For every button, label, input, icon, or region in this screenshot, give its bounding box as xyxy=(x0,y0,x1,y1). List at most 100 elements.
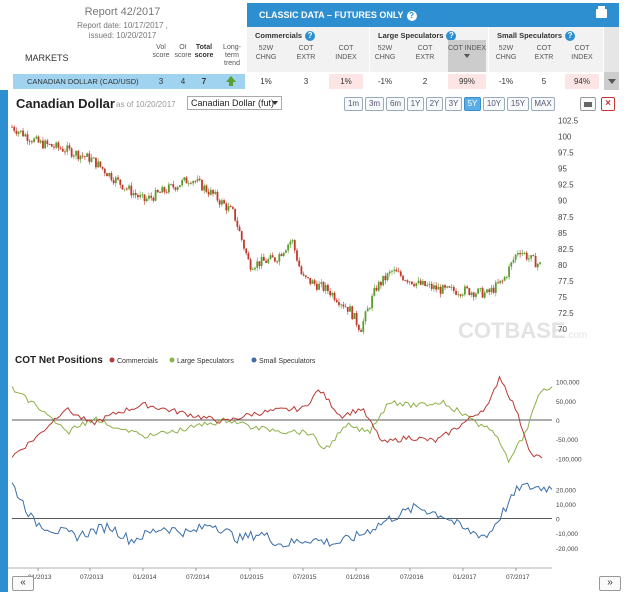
price-candle xyxy=(486,289,488,293)
price-candle xyxy=(256,261,259,268)
markets-label: MARKETS xyxy=(25,53,69,63)
range-button-3y[interactable]: 3Y xyxy=(445,97,462,111)
sort-cot-index-active[interactable]: COT INDEX xyxy=(448,40,486,72)
price-candle xyxy=(368,308,371,309)
price-candle xyxy=(203,185,206,191)
group-title: Large Speculators? xyxy=(378,31,457,42)
sort-cot-extr[interactable]: COT EXTR xyxy=(415,45,435,61)
price-candle xyxy=(229,206,232,208)
price-candle xyxy=(172,184,175,188)
left-accent-bar xyxy=(0,90,8,592)
range-button-2y[interactable]: 2Y xyxy=(426,97,443,111)
close-button[interactable]: × xyxy=(601,97,615,111)
cot-chart: -100,000 -50,000 0 50,000 100,000 xyxy=(11,375,582,464)
price-candle xyxy=(97,161,100,168)
contract-select[interactable]: Canadian Dollar (fut) xyxy=(187,96,282,110)
price-candle xyxy=(194,181,197,182)
price-candle xyxy=(148,195,150,199)
print-chart-button[interactable] xyxy=(580,97,596,111)
price-candle xyxy=(362,321,365,332)
report-header: Report 42/2017 Report date: 10/17/2017 ,… xyxy=(0,0,245,72)
sort-cot-extr[interactable]: COT EXTR xyxy=(534,45,554,61)
price-candle xyxy=(103,168,106,174)
price-candle xyxy=(254,267,256,270)
price-candle xyxy=(386,273,389,281)
large-speculators-line xyxy=(11,386,553,464)
range-button-10y[interactable]: 10Y xyxy=(483,97,505,111)
price-candle xyxy=(459,294,462,296)
price-y-tick: 80 xyxy=(558,261,567,270)
price-candle xyxy=(88,153,91,162)
price-candle xyxy=(125,188,128,190)
price-candle xyxy=(530,255,533,259)
help-icon[interactable]: ? xyxy=(565,31,576,42)
sort-52w-chng[interactable]: 52W CHNG xyxy=(374,45,396,61)
price-candle xyxy=(422,281,424,285)
nav-prev-button[interactable]: « xyxy=(12,576,34,591)
market-name[interactable]: CANADIAN DOLLAR (CAD/USD) xyxy=(27,77,139,86)
sort-52w-chng[interactable]: 52W CHNG xyxy=(495,45,517,61)
price-candle xyxy=(22,130,24,137)
price-candle xyxy=(528,258,530,260)
sort-desc-icon xyxy=(464,54,470,58)
sort-cot-index[interactable]: COT INDEX xyxy=(571,45,593,61)
help-icon[interactable]: ? xyxy=(446,31,457,42)
range-button-max[interactable]: MAX xyxy=(531,97,555,111)
price-candle xyxy=(101,166,104,169)
price-candle xyxy=(145,198,148,202)
range-button-1m[interactable]: 1m xyxy=(344,97,363,111)
range-button-15y[interactable]: 15Y xyxy=(507,97,529,111)
price-candle xyxy=(117,177,119,180)
table-row[interactable]: CANADIAN DOLLAR (CAD/USD) xyxy=(13,74,245,89)
price-candle xyxy=(287,244,290,251)
price-candle xyxy=(245,248,248,254)
price-candle xyxy=(267,259,270,263)
price-y-tick: 92.5 xyxy=(558,181,574,190)
price-candle xyxy=(134,193,137,196)
as-of-date: as of 10/20/2017 xyxy=(116,100,176,109)
price-candle xyxy=(154,190,157,201)
price-candle xyxy=(501,280,504,282)
price-candle xyxy=(415,282,418,287)
price-candle xyxy=(331,292,334,296)
price-candle xyxy=(90,157,93,162)
price-y-tick: 100 xyxy=(558,132,572,141)
range-button-5y[interactable]: 5Y xyxy=(464,97,481,111)
small-y-tick: 10,000 xyxy=(556,502,576,509)
price-candle xyxy=(428,283,431,285)
price-y-tick: 70 xyxy=(558,325,567,334)
range-button-3m[interactable]: 3m xyxy=(365,97,384,111)
expand-icon[interactable] xyxy=(604,72,619,90)
range-button-6m[interactable]: 6m xyxy=(386,97,405,111)
price-candle xyxy=(280,254,283,257)
price-candle xyxy=(300,266,303,275)
price-y-tick: 90 xyxy=(558,197,567,206)
legend-marker xyxy=(169,357,175,363)
help-icon[interactable]: ? xyxy=(305,31,316,42)
small-y-tick: 0 xyxy=(556,517,560,524)
price-candle xyxy=(86,153,89,157)
price-candle xyxy=(373,287,376,296)
price-candle xyxy=(402,275,404,281)
price-candle xyxy=(441,285,444,294)
x-tick-label: 01/2015 xyxy=(240,574,264,581)
price-candle xyxy=(444,285,446,288)
price-candle xyxy=(320,282,323,284)
sort-cot-extr[interactable]: COT EXTR xyxy=(296,45,316,61)
price-candle xyxy=(106,173,108,177)
price-candle xyxy=(388,271,391,274)
price-candle xyxy=(384,275,387,281)
nav-next-button[interactable]: » xyxy=(599,576,621,591)
sort-cot-index[interactable]: COT INDEX xyxy=(335,45,357,61)
price-candle xyxy=(181,180,184,186)
price-y-tick: 77.5 xyxy=(558,277,574,286)
price-candle xyxy=(187,183,190,185)
price-candle xyxy=(375,287,378,291)
sort-52w-chng[interactable]: 52W CHNG xyxy=(255,45,277,61)
print-icon[interactable] xyxy=(596,6,607,18)
help-icon[interactable]: ? xyxy=(406,10,417,21)
price-candle xyxy=(81,155,84,157)
price-candle xyxy=(227,206,230,211)
range-button-1y[interactable]: 1Y xyxy=(407,97,424,111)
small-y-tick: 20,000 xyxy=(556,487,576,494)
